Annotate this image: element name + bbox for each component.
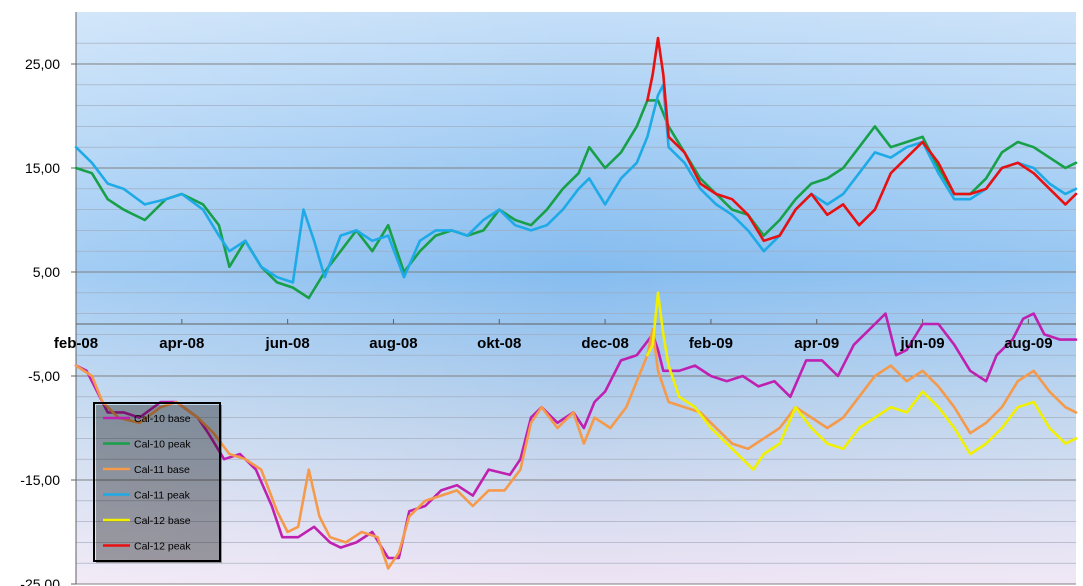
x-tick-label: feb-08 [54, 335, 98, 352]
x-tick-label: apr-08 [159, 335, 204, 352]
legend-label: Cal-10 peak [134, 439, 191, 451]
series-lines [74, 36, 1078, 570]
x-tick-label: aug-09 [1004, 335, 1052, 352]
series-line-cal-10-base [74, 312, 1078, 560]
legend: Cal-10 base Cal-10 peak Cal-11 base Cal-11 … [93, 402, 222, 563]
x-tick-label: okt-08 [477, 335, 521, 352]
series-line-cal-11-peak [74, 83, 1078, 284]
legend-label: Cal-12 peak [134, 541, 191, 553]
legend-shadow [96, 405, 222, 563]
x-tick-label: aug-08 [369, 335, 417, 352]
y-tick-label: -15,00 [20, 472, 60, 488]
plot-background-sheen [76, 12, 1076, 584]
y-tick-label: 15,00 [25, 160, 60, 176]
y-tick-label: 5,00 [33, 264, 60, 280]
x-tick-label: jun-09 [899, 335, 944, 352]
series-line-cal-12-peak [646, 36, 1078, 243]
legend-box [93, 402, 221, 562]
y-tick-label: -25,00 [20, 576, 60, 586]
x-tick-label: feb-09 [689, 335, 733, 352]
y-tick-label: -5,00 [28, 368, 60, 384]
legend-label: Cal-10 base [134, 413, 191, 425]
legend-label: Cal-11 base [134, 464, 190, 476]
series-line-cal-12-base [646, 291, 1078, 471]
axes [71, 12, 1076, 585]
series-line-cal-11-base [74, 327, 1078, 570]
grid-lines [76, 42, 1076, 585]
tick-labels: 25,00 15,00 5,00 -5,00 -15,00 -25,00 feb-08 apr… [20, 56, 1052, 586]
x-tick-label: jun-08 [265, 335, 310, 352]
x-tick-label: apr-09 [794, 335, 839, 352]
x-tick-label: dec-08 [581, 335, 629, 352]
y-tick-label: 25,00 [25, 56, 60, 72]
legend-label: Cal-12 base [134, 515, 191, 527]
legend-label: Cal-11 peak [134, 490, 191, 502]
